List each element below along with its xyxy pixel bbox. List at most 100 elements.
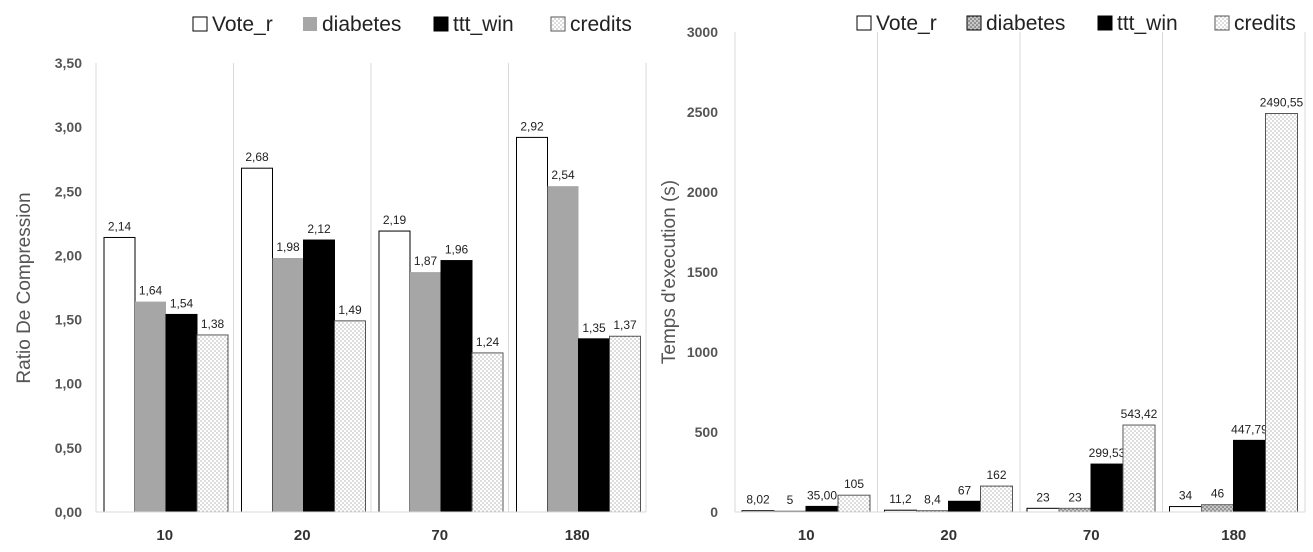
data-label-diabetes-20: 8,4 xyxy=(924,493,941,507)
chart-1: 0,00 0,50 1,00 1,50 2,00 2,50 3,00 3,50 Ratio De… xyxy=(14,13,647,544)
bar-credits-180 xyxy=(1265,113,1298,513)
legend-label-credits: credits xyxy=(570,13,632,36)
bar-ttt-win-180 xyxy=(578,338,610,513)
bar-diabetes-20 xyxy=(272,257,304,512)
y-tick-label: 0,50 xyxy=(55,440,82,456)
data-label-credits-10: 1,38 xyxy=(201,317,225,331)
data-label-vote-r-10: 2,14 xyxy=(108,219,132,233)
legend: Vote_r diabetes ttt_win credits xyxy=(192,13,632,36)
data-label-credits-180: 2490,55 xyxy=(1260,96,1304,110)
data-label-credits-20: 162 xyxy=(986,468,1006,482)
bar-diabetes-10 xyxy=(135,301,166,512)
x-tick-label: 10 xyxy=(156,527,173,544)
data-label-diabetes-70: 23 xyxy=(1068,490,1082,504)
data-label-vote-r-20: 11,2 xyxy=(889,492,912,506)
data-label-credits-20: 1,49 xyxy=(338,303,362,317)
legend-label-vote-r: Vote_r xyxy=(212,13,273,36)
data-label-vote-r-20: 2,68 xyxy=(245,150,269,164)
legend-swatch-ttt-win xyxy=(1097,15,1113,31)
data-label-ttt-win-70: 299,53 xyxy=(1089,446,1126,460)
x-tick-label: 70 xyxy=(431,527,448,544)
bar-ttt-win-70 xyxy=(440,260,473,513)
y-tick-label: 2,50 xyxy=(55,183,82,199)
legend-label-diabetes: diabetes xyxy=(986,12,1065,35)
bar-ttt-win-70 xyxy=(1090,463,1124,513)
data-label-ttt-win-70: 1,96 xyxy=(445,243,469,257)
legend-swatch-diabetes xyxy=(966,15,982,31)
data-label-ttt-win-20: 67 xyxy=(958,483,972,497)
data-label-ttt-win-10: 1,54 xyxy=(170,296,194,310)
legend-label-diabetes: diabetes xyxy=(322,13,401,36)
bar-ttt-win-20 xyxy=(948,500,981,513)
y-tick-label: 500 xyxy=(695,424,719,440)
legend-swatch-vote-r xyxy=(856,15,872,31)
x-tick-label: 70 xyxy=(1083,527,1100,544)
bar-credits-10 xyxy=(837,494,871,513)
data-label-ttt-win-180: 1,35 xyxy=(582,321,606,335)
y-tick-label: 0,00 xyxy=(55,504,82,520)
legend-swatch-credits xyxy=(1214,15,1230,31)
x-tick-label: 20 xyxy=(940,527,957,544)
bar-diabetes-180 xyxy=(547,186,579,512)
bar-credits-180 xyxy=(609,335,641,513)
bar-ttt-win-10 xyxy=(165,313,198,513)
legend-swatch-vote-r xyxy=(192,16,208,32)
bar-credits-70 xyxy=(471,352,504,513)
y-tick-label: 3000 xyxy=(687,24,718,40)
legend-label-ttt-win: ttt_win xyxy=(453,13,514,36)
legend: Vote_r diabetes ttt_win credits xyxy=(856,12,1296,35)
y-axis-label: Ratio De Compression xyxy=(14,192,35,383)
data-label-diabetes-10: 1,64 xyxy=(139,284,163,298)
bar-ttt-win-10 xyxy=(805,505,839,513)
bar-credits-10 xyxy=(196,334,229,513)
bar-credits-20 xyxy=(980,485,1013,513)
data-label-diabetes-180: 46 xyxy=(1211,487,1225,501)
bar-credits-70 xyxy=(1122,424,1156,513)
data-label-credits-180: 1,37 xyxy=(613,318,637,332)
bar-vote-r-10 xyxy=(103,236,136,513)
data-label-diabetes-20: 1,98 xyxy=(276,240,300,254)
data-label-diabetes-70: 1,87 xyxy=(414,254,438,268)
data-label-diabetes-180: 2,54 xyxy=(551,168,575,182)
bar-ttt-win-180 xyxy=(1233,439,1266,513)
data-label-credits-70: 543,42 xyxy=(1121,407,1158,421)
y-axis-label: Temps d'execution (s) xyxy=(659,180,680,364)
bar-diabetes-70 xyxy=(1058,507,1092,513)
y-tick-label: 2500 xyxy=(687,104,718,120)
y-tick-label: 1000 xyxy=(687,344,718,360)
y-tick-label: 1,50 xyxy=(55,312,82,328)
data-label-credits-70: 1,24 xyxy=(476,335,500,349)
bar-diabetes-180 xyxy=(1201,504,1234,513)
bar-vote-r-180 xyxy=(1169,506,1202,513)
bar-credits-20 xyxy=(334,320,366,513)
y-tick-label: 0 xyxy=(710,504,718,520)
x-tick-label: 20 xyxy=(294,527,311,544)
data-label-ttt-win-20: 2,12 xyxy=(307,222,331,236)
data-label-ttt-win-10: 35,00 xyxy=(807,488,837,502)
legend-swatch-ttt-win xyxy=(433,16,449,32)
x-tick-label: 10 xyxy=(798,527,815,544)
legend-swatch-diabetes xyxy=(303,17,317,31)
chart-2: 0 500 1000 1500 2000 2500 3000 Temps d'executio… xyxy=(659,12,1306,544)
data-label-vote-r-180: 34 xyxy=(1179,489,1193,503)
bar-vote-r-70 xyxy=(378,230,411,513)
data-label-vote-r-70: 2,19 xyxy=(383,213,407,227)
legend-label-credits: credits xyxy=(1234,12,1296,35)
y-tick-label: 1500 xyxy=(687,264,718,280)
y-tick-label: 3,00 xyxy=(55,119,82,135)
bar-vote-r-20 xyxy=(241,167,273,513)
bar-vote-r-70 xyxy=(1026,507,1060,513)
y-tick-label: 2,00 xyxy=(55,247,82,263)
bar-ttt-win-20 xyxy=(303,239,335,513)
y-tick-label: 3,50 xyxy=(55,55,82,71)
bar-vote-r-180 xyxy=(516,136,548,513)
data-label-vote-r-180: 2,92 xyxy=(520,119,544,133)
data-label-credits-10: 105 xyxy=(844,477,864,491)
x-tick-label: 180 xyxy=(1221,527,1246,544)
legend-label-vote-r: Vote_r xyxy=(876,12,937,35)
bar-diabetes-70 xyxy=(410,272,441,512)
data-label-vote-r-10: 8,02 xyxy=(746,493,770,507)
legend-label-ttt-win: ttt_win xyxy=(1117,12,1178,35)
